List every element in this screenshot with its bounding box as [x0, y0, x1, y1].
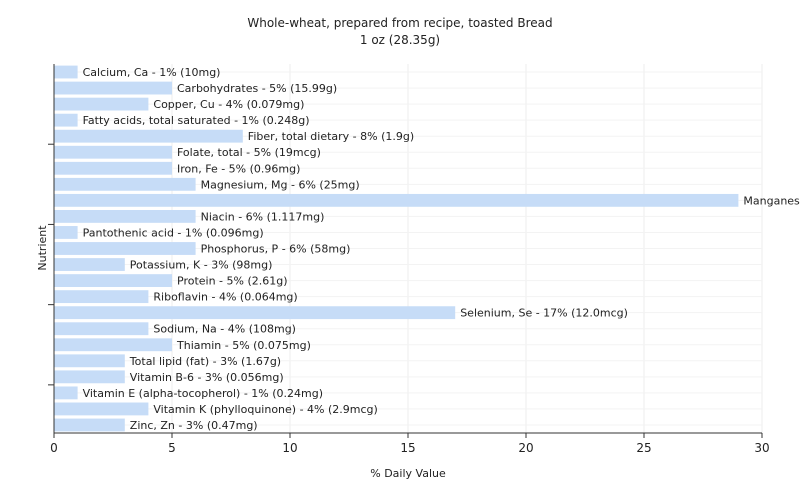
bars — [54, 65, 739, 432]
bar — [54, 65, 78, 79]
bar — [54, 338, 172, 352]
bar-label: Zinc, Zn - 3% (0.47mg) — [130, 419, 258, 432]
y-axis-title: Nutrient — [36, 225, 49, 271]
bar-label: Copper, Cu - 4% (0.079mg) — [153, 98, 304, 111]
x-tick-label: 0 — [50, 441, 58, 455]
x-axis-title: % Daily Value — [370, 467, 446, 480]
chart-title: Whole-wheat, prepared from recipe, toast… — [247, 16, 552, 30]
bar-label: Manganese, Mn - 29% (0.586mg) — [743, 194, 800, 207]
bar-label: Thiamin - 5% (0.075mg) — [176, 339, 311, 352]
bar-labels: Calcium, Ca - 1% (10mg) Carbohydrates - 5… — [83, 66, 800, 432]
bar — [54, 97, 149, 111]
x-tick-label: 15 — [400, 441, 415, 455]
bar-label: Fiber, total dietary - 8% (1.9g) — [248, 130, 414, 143]
bar — [54, 274, 172, 288]
bar — [54, 193, 739, 207]
bar-label: Iron, Fe - 5% (0.96mg) — [177, 162, 300, 175]
x-tick-label: 20 — [518, 441, 533, 455]
bar-label: Niacin - 6% (1.117mg) — [201, 210, 325, 223]
bar — [54, 258, 125, 271]
bar — [54, 242, 196, 255]
bar-label: Vitamin E (alpha-tocopherol) - 1% (0.24m… — [83, 387, 323, 400]
bar-label: Sodium, Na - 4% (108mg) — [153, 323, 296, 336]
x-tick-label: 5 — [168, 441, 176, 455]
bar-label: Vitamin B-6 - 3% (0.056mg) — [130, 371, 284, 384]
bar — [54, 81, 172, 95]
bar-label: Carbohydrates - 5% (15.99g) — [177, 82, 337, 95]
bar-label: Total lipid (fat) - 3% (1.67g) — [129, 355, 281, 368]
bar — [54, 306, 456, 320]
bar-label: Pantothenic acid - 1% (0.096mg) — [83, 226, 264, 239]
bar — [54, 290, 149, 304]
bar — [54, 370, 125, 384]
x-tick-label: 30 — [754, 441, 769, 455]
bar-label: Riboflavin - 4% (0.064mg) — [153, 291, 297, 304]
bar-label: Selenium, Se - 17% (12.0mcg) — [460, 307, 628, 320]
bar-label: Vitamin K (phylloquinone) - 4% (2.9mcg) — [153, 403, 377, 416]
bar-label: Folate, total - 5% (19mcg) — [177, 146, 321, 159]
bar-label: Phosphorus, P - 6% (58mg) — [201, 243, 351, 256]
bar-label: Magnesium, Mg - 6% (25mg) — [201, 178, 360, 191]
axes: 0 5 10 15 20 25 30 — [48, 64, 770, 455]
x-tick-label: 25 — [636, 441, 651, 455]
bar — [54, 145, 172, 159]
bar — [54, 322, 149, 336]
x-tick-label: 10 — [282, 441, 297, 455]
bar — [54, 113, 78, 127]
bar — [54, 161, 172, 175]
bar — [54, 402, 149, 416]
bar-label: Fatty acids, total saturated - 1% (0.248… — [83, 114, 310, 127]
bar — [54, 418, 125, 432]
bar — [54, 209, 196, 223]
chart-subtitle: 1 oz (28.35g) — [360, 33, 440, 47]
bar — [54, 354, 125, 368]
bar — [54, 386, 78, 400]
bar — [54, 129, 243, 143]
bar-label: Potassium, K - 3% (98mg) — [130, 259, 273, 272]
bar-label: Protein - 5% (2.61g) — [177, 275, 288, 288]
bar — [54, 226, 78, 239]
bar-label: Calcium, Ca - 1% (10mg) — [83, 66, 221, 79]
bar — [54, 177, 196, 191]
